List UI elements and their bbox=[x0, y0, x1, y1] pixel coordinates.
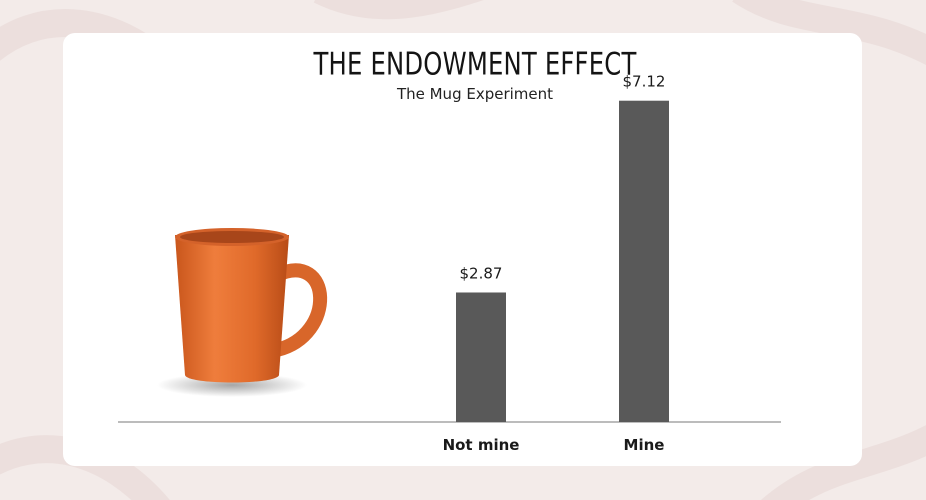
data-label-mine: $7.12 bbox=[623, 73, 666, 91]
orange-mug-icon bbox=[157, 228, 328, 397]
bar-chart: $2.87 Not mine $7.12 Mine bbox=[118, 73, 781, 454]
x-tick-label-mine: Mine bbox=[624, 436, 665, 454]
chart-title: THE ENDOWMENT EFFECT bbox=[313, 47, 637, 83]
chart-subtitle: The Mug Experiment bbox=[396, 85, 554, 103]
data-label-not-mine: $2.87 bbox=[460, 264, 503, 282]
chart-card: THE ENDOWMENT EFFECT The Mug Experiment … bbox=[63, 33, 862, 466]
x-tick-label-not-mine: Not mine bbox=[443, 436, 520, 454]
bar-mine bbox=[619, 100, 669, 423]
bar-not-mine bbox=[456, 292, 506, 422]
